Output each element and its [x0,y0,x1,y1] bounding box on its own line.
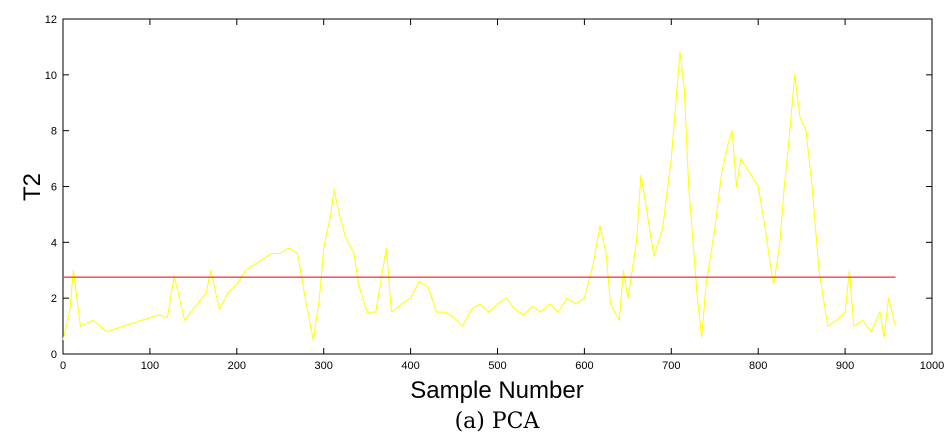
y-axis-label: T2 [19,173,46,201]
x-tick-label: 0 [60,360,66,372]
x-tick-label: 700 [662,360,680,372]
t2-statistic-line [62,52,896,341]
x-tick-label: 800 [749,360,767,372]
x-tick-label: 400 [401,360,419,372]
series-layer [62,52,896,341]
y-tick-label: 8 [51,126,57,138]
y-tick-label: 10 [45,70,57,82]
y-tick-label: 0 [51,349,57,361]
x-axis-ticks: 0 100 200 300 400 500 600 700 800 900 1000 [60,19,944,372]
x-axis-label: Sample Number [410,377,583,404]
y-axis-ticks: 0 2 4 6 8 10 12 [45,14,932,361]
x-tick-label: 200 [228,360,246,372]
y-tick-label: 2 [51,293,57,305]
y-tick-label: 4 [51,237,57,249]
x-tick-label: 100 [141,360,159,372]
x-tick-label: 1000 [920,360,944,372]
chart-caption: (a) PCA [455,409,541,434]
x-tick-label: 600 [575,360,593,372]
axes-box [62,18,933,355]
x-tick-label: 900 [836,360,854,372]
y-tick-label: 12 [45,14,57,26]
y-tick-label: 6 [51,182,57,194]
x-tick-label: 500 [488,360,506,372]
x-tick-label: 300 [315,360,333,372]
plot-area: 0 100 200 300 400 500 600 700 800 900 1000 0 2 4 6 8 10… [45,14,944,372]
